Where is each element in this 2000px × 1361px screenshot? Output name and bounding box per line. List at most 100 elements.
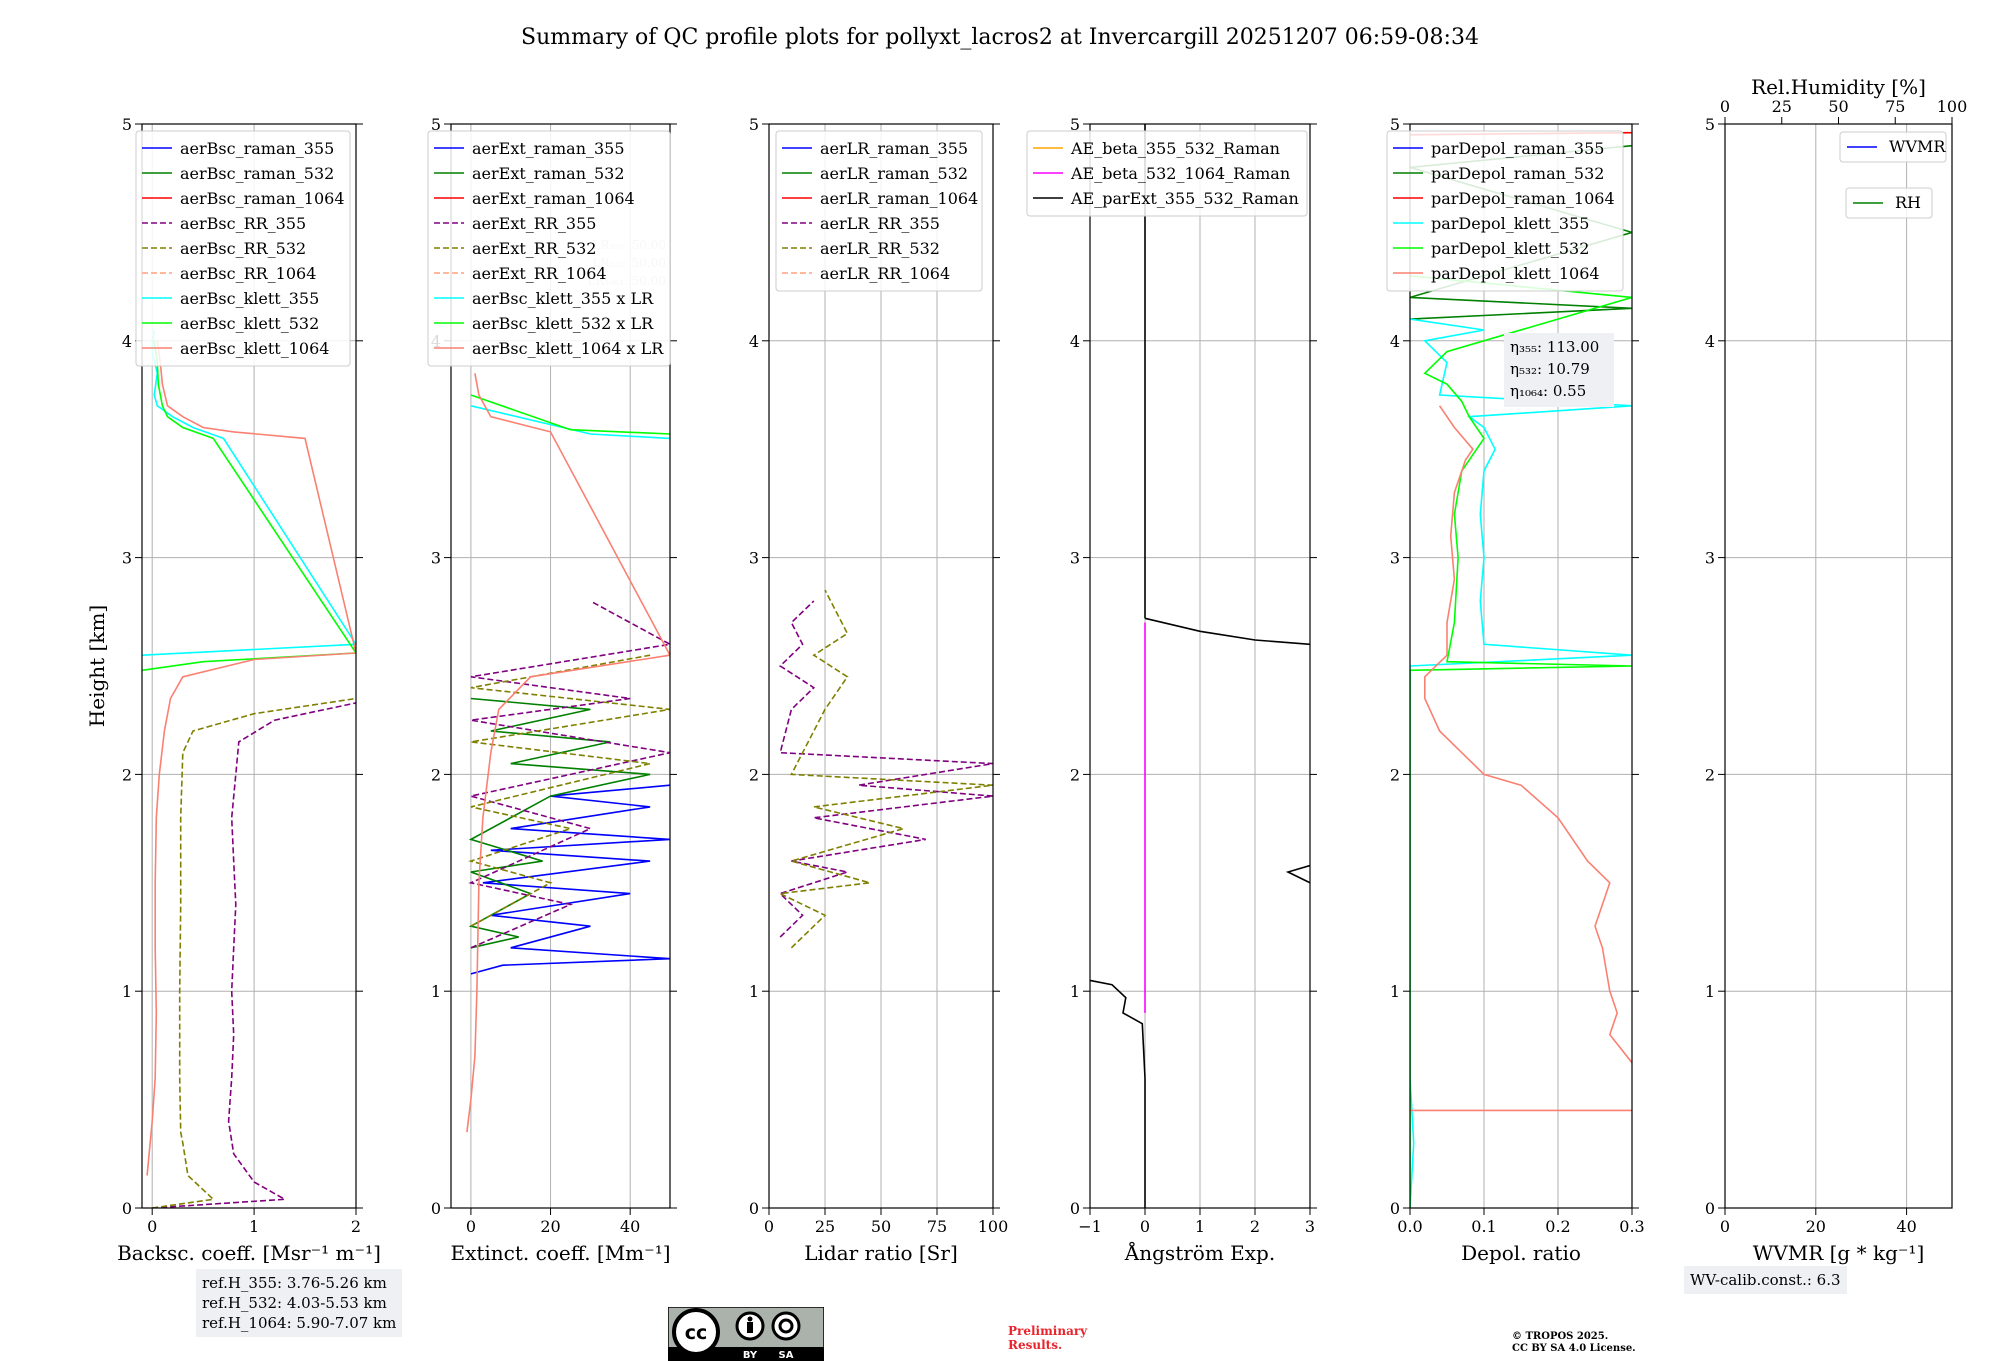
y-tick-label: 3 xyxy=(431,549,441,568)
y-tick-label: 2 xyxy=(431,765,441,784)
eta-value: η₁₀₆₄: 0.55 xyxy=(1510,382,1586,400)
x-tick-label: 0 xyxy=(466,1217,476,1236)
series-line-aerbsc-rr-532 xyxy=(152,697,356,1208)
x-tick-label: 0 xyxy=(1140,1217,1150,1236)
y-tick-label: 4 xyxy=(749,332,759,351)
x-tick-label: 0.2 xyxy=(1545,1217,1570,1236)
axes-frame xyxy=(1409,123,1633,1209)
y-tick-label: 0 xyxy=(1390,1199,1400,1218)
legend-label: parDepol_klett_532 xyxy=(1431,239,1589,258)
y-tick-label: 1 xyxy=(431,982,441,1001)
panel-wvmr: 0 20 40 0 1 2 3 4 5 WVMR [g * kg⁻¹] 0 25 50 75 100 Rel.… xyxy=(1705,75,1967,1265)
x-tick-label: 25 xyxy=(815,1217,835,1236)
top-tick-label: 0 xyxy=(1720,97,1730,116)
legend-box xyxy=(1845,187,1933,219)
y-tick-label: 2 xyxy=(749,765,759,784)
y-tick-label: 3 xyxy=(1705,549,1715,568)
legend-label: aerLR_raman_355 xyxy=(820,139,968,158)
x-tick-label: 20 xyxy=(540,1217,560,1236)
series-line-aerlr-rr-355 xyxy=(778,600,993,938)
legend-label: aerExt_raman_532 xyxy=(472,164,625,183)
legend-label: aerExt_raman_1064 xyxy=(472,189,635,208)
x-tick-label: 0.3 xyxy=(1619,1217,1644,1236)
x-tick-label: 0.1 xyxy=(1471,1217,1496,1236)
x-axis-label: Backsc. coeff. [Msr⁻¹ m⁻¹] xyxy=(117,1241,381,1265)
legend-label: aerExt_RR_1064 xyxy=(472,264,607,283)
y-tick-label: 2 xyxy=(122,765,132,784)
legend: parDepol_raman_355 parDepol_raman_532 parD… xyxy=(1386,130,1624,292)
series-line-aerbsc-klett-355-x-lr xyxy=(470,405,670,440)
y-tick-label: 2 xyxy=(1070,765,1080,784)
series-line-aerext-raman-532 xyxy=(468,697,651,949)
y-tick-label: 4 xyxy=(1390,332,1400,351)
legend-label: aerLR_RR_1064 xyxy=(820,264,950,283)
ref-height-355: ref.H_355: 3.76-5.26 km xyxy=(202,1274,387,1292)
legend-label: aerLR_RR_355 xyxy=(820,214,940,233)
y-tick-label: 4 xyxy=(1070,332,1080,351)
legend-label: aerLR_raman_1064 xyxy=(820,189,978,208)
x-axis-label: Ångström Exp. xyxy=(1124,1240,1275,1265)
series-line-aerbsc-klett-1064-x-lr xyxy=(466,373,670,1133)
legend: AE_beta_355_532_Raman AE_beta_532_1064_Ra… xyxy=(1026,130,1308,217)
series-line-pardepol-klett-1064 xyxy=(1410,405,1632,1112)
series-line-pardepol-klett-532 xyxy=(1410,275,1632,1208)
legend-label: aerBsc_raman_532 xyxy=(180,164,334,183)
eta-box: η₃₅₅: 113.00 η₅₃₂: 10.79 η₁₀₆₄: 0.55 xyxy=(1504,333,1614,407)
y-tick-label: 3 xyxy=(1390,549,1400,568)
x-tick-label: 1 xyxy=(1195,1217,1205,1236)
chart-title: Summary of QC profile plots for pollyxt_… xyxy=(521,25,1479,50)
y-tick-label: 1 xyxy=(122,982,132,1001)
legend-box xyxy=(1386,130,1624,292)
panel-extinction: 02040012345Extinct. coeff. [Mm⁻¹]LR₃₅₅: … xyxy=(427,115,677,1265)
x-axis-label: Extinct. coeff. [Mm⁻¹] xyxy=(450,1241,670,1265)
preliminary-line-1: Preliminary xyxy=(1008,1324,1088,1338)
copyright-note: © TROPOS 2025. CC BY SA 4.0 License. xyxy=(1512,1331,1636,1355)
y-tick-label: 0 xyxy=(1070,1199,1080,1218)
legend-label: parDepol_raman_1064 xyxy=(1431,189,1615,208)
y-tick-label: 1 xyxy=(1390,982,1400,1001)
legend-label: aerLR_RR_532 xyxy=(820,239,940,258)
y-tick-label: 2 xyxy=(1705,765,1715,784)
x-tick-label: 2 xyxy=(351,1217,361,1236)
x-tick-label: 0.0 xyxy=(1397,1217,1422,1236)
y-tick-label: 4 xyxy=(122,332,132,351)
y-tick-label: 3 xyxy=(122,549,132,568)
series-line-aerbsc-klett-532-x-lr xyxy=(470,394,670,435)
panel-depol: 0.0 0.1 0.2 0.3 0 1 2 3 4 5 Depol. ratio parDepol_r… xyxy=(1386,115,1645,1265)
top-tick-label: 75 xyxy=(1885,97,1905,116)
legend-label: aerBsc_klett_355 xyxy=(180,289,319,308)
legend-label: parDepol_raman_355 xyxy=(1431,139,1604,158)
y-tick-label: 0 xyxy=(749,1199,759,1218)
eta-value: η₃₅₅: 113.00 xyxy=(1510,338,1599,356)
copyright-line-2: CC BY SA 4.0 License. xyxy=(1512,1343,1636,1354)
eta-value: η₅₃₂: 10.79 xyxy=(1510,360,1590,378)
copyright-line-1: © TROPOS 2025. xyxy=(1512,1331,1609,1342)
series-group xyxy=(1090,124,1310,1208)
x-tick-label: 3 xyxy=(1305,1217,1315,1236)
x-axis-label: Depol. ratio xyxy=(1461,1241,1581,1265)
axes-frame xyxy=(450,123,671,1209)
legend-label: aerBsc_klett_1064 x LR xyxy=(472,339,664,358)
svg-text:cc: cc xyxy=(685,1322,708,1344)
legend-label: AE_beta_355_532_Raman xyxy=(1070,139,1280,158)
y-tick-label: 1 xyxy=(1070,982,1080,1001)
y-tick-label: 5 xyxy=(749,115,759,134)
top-tick-label: 50 xyxy=(1828,97,1848,116)
legend-label: WVMR xyxy=(1889,137,1946,156)
series-line-aerlr-rr-532 xyxy=(777,589,993,949)
legend: aerExt_raman_355 aerExt_raman_532 aerExt_r… xyxy=(427,130,671,367)
legend-box xyxy=(1839,131,1947,163)
series-group xyxy=(142,329,356,1208)
legend-label: aerBsc_RR_532 xyxy=(180,239,306,258)
legend-label: RH xyxy=(1895,193,1921,212)
y-tick-label: 5 xyxy=(1070,115,1080,134)
legend-label: aerBsc_klett_532 xyxy=(180,314,319,333)
top-tick-label: 100 xyxy=(1937,97,1968,116)
series-line-pardepol-klett-355 xyxy=(1410,318,1632,1208)
y-tick-label: 0 xyxy=(1705,1199,1715,1218)
x-tick-label: 0 xyxy=(147,1217,157,1236)
axes-frame xyxy=(141,123,357,1209)
legend-label: aerBsc_RR_1064 xyxy=(180,264,316,283)
